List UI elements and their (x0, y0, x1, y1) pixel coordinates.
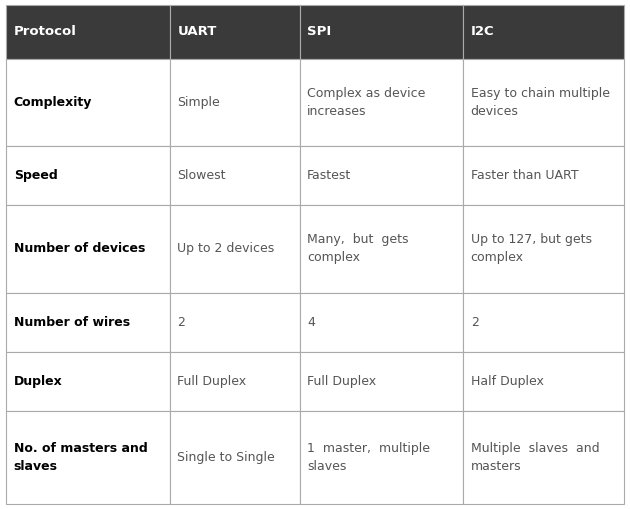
Text: 2: 2 (471, 316, 479, 329)
Bar (6, 205, 170, 293)
Bar (463, 352, 624, 411)
Text: Full Duplex: Full Duplex (307, 375, 376, 388)
Bar (6, 352, 170, 411)
Bar (300, 59, 463, 146)
Text: UART: UART (178, 25, 217, 38)
Bar (300, 5, 463, 59)
Bar (300, 146, 463, 205)
Text: Number of wires: Number of wires (14, 316, 130, 329)
Bar (6, 5, 170, 59)
Text: Half Duplex: Half Duplex (471, 375, 544, 388)
Bar (300, 411, 463, 504)
Bar (170, 205, 300, 293)
Bar (300, 352, 463, 411)
Text: I2C: I2C (471, 25, 495, 38)
Bar (170, 59, 300, 146)
Text: Simple: Simple (178, 96, 220, 109)
Bar (170, 352, 300, 411)
Bar (463, 146, 624, 205)
Bar (300, 205, 463, 293)
Text: Multiple  slaves  and
masters: Multiple slaves and masters (471, 442, 599, 473)
Text: Full Duplex: Full Duplex (178, 375, 246, 388)
Text: Up to 127, but gets
complex: Up to 127, but gets complex (471, 233, 592, 264)
Bar (170, 146, 300, 205)
Bar (300, 293, 463, 352)
Text: Fastest: Fastest (307, 169, 352, 182)
Text: 4: 4 (307, 316, 315, 329)
Text: 1  master,  multiple
slaves: 1 master, multiple slaves (307, 442, 430, 473)
Bar (463, 205, 624, 293)
Text: Many,  but  gets
complex: Many, but gets complex (307, 233, 409, 264)
Text: Protocol: Protocol (14, 25, 77, 38)
Text: Complexity: Complexity (14, 96, 92, 109)
Text: Single to Single: Single to Single (178, 451, 275, 464)
Bar (463, 293, 624, 352)
Text: No. of masters and
slaves: No. of masters and slaves (14, 442, 147, 473)
Bar (170, 293, 300, 352)
Bar (170, 5, 300, 59)
Text: Slowest: Slowest (178, 169, 226, 182)
Bar (170, 411, 300, 504)
Text: SPI: SPI (307, 25, 331, 38)
Bar (463, 411, 624, 504)
Text: 2: 2 (178, 316, 185, 329)
Bar (6, 293, 170, 352)
Text: Up to 2 devices: Up to 2 devices (178, 242, 275, 256)
Text: Duplex: Duplex (14, 375, 62, 388)
Text: Speed: Speed (14, 169, 57, 182)
Bar (463, 5, 624, 59)
Text: Complex as device
increases: Complex as device increases (307, 87, 425, 118)
Bar (6, 59, 170, 146)
Text: Number of devices: Number of devices (14, 242, 146, 256)
Text: Easy to chain multiple
devices: Easy to chain multiple devices (471, 87, 610, 118)
Bar (6, 411, 170, 504)
Bar (6, 146, 170, 205)
Bar (463, 59, 624, 146)
Text: Faster than UART: Faster than UART (471, 169, 578, 182)
